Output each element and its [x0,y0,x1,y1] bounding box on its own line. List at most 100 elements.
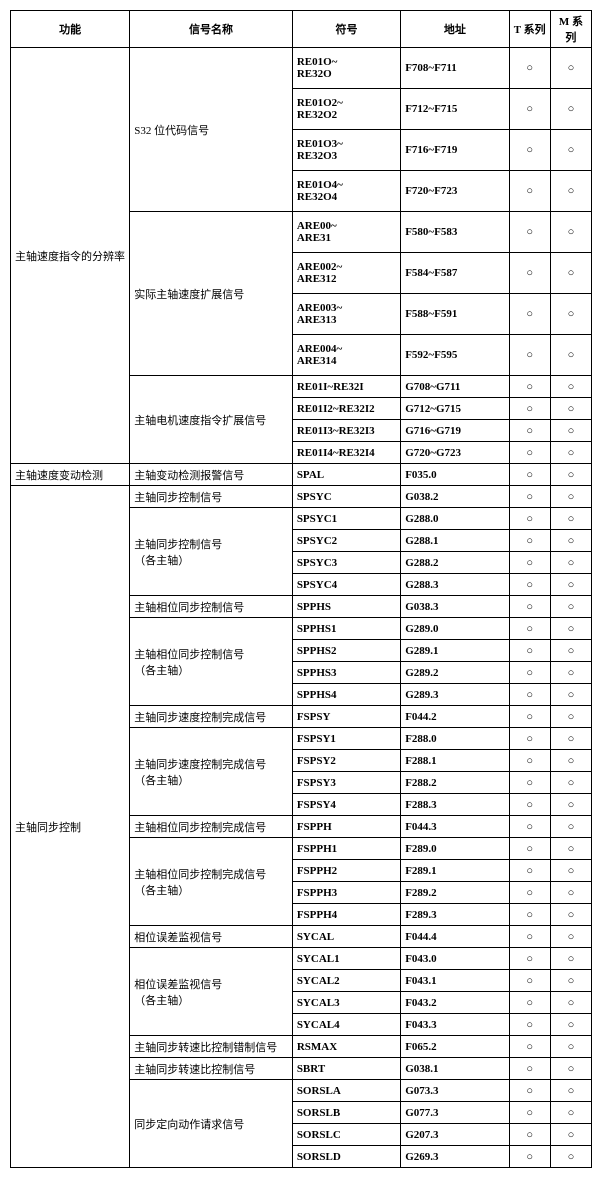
table-cell: RE01I4~RE32I4 [292,442,400,464]
t-mark: ○ [509,1058,550,1080]
table-cell: F288.0 [401,728,509,750]
t-mark: ○ [509,1014,550,1036]
table-cell: F708~F711 [401,48,509,89]
table-cell: G288.3 [401,574,509,596]
t-mark: ○ [509,816,550,838]
m-mark: ○ [550,926,591,948]
table-cell: G073.3 [401,1080,509,1102]
table-cell: SPPHS3 [292,662,400,684]
table-row: 主轴速度指令的分辨率S32 位代码信号RE01O~RE32OF708~F711○… [11,48,592,89]
table-cell: RE01I~RE32I [292,376,400,398]
t-mark: ○ [509,728,550,750]
t-mark: ○ [509,882,550,904]
header-func: 功能 [11,11,130,48]
header-mseries: M 系列 [550,11,591,48]
table-cell: SORSLC [292,1124,400,1146]
m-mark: ○ [550,816,591,838]
table-cell: SPPHS1 [292,618,400,640]
t-mark: ○ [509,640,550,662]
table-cell: G288.0 [401,508,509,530]
table-cell: G288.1 [401,530,509,552]
m-mark: ○ [550,294,591,335]
m-mark: ○ [550,904,591,926]
table-cell: 同步定向动作请求信号 [130,1080,293,1168]
m-mark: ○ [550,574,591,596]
table-cell: 相位误差监视信号 [130,926,293,948]
m-mark: ○ [550,398,591,420]
table-cell: 主轴相位同步控制信号 [130,596,293,618]
table-cell: SORSLB [292,1102,400,1124]
table-cell: SPSYC2 [292,530,400,552]
m-mark: ○ [550,464,591,486]
table-cell: FSPSY2 [292,750,400,772]
m-mark: ○ [550,662,591,684]
t-mark: ○ [509,618,550,640]
m-mark: ○ [550,442,591,464]
table-cell: G712~G715 [401,398,509,420]
t-mark: ○ [509,530,550,552]
table-cell: F043.0 [401,948,509,970]
table-cell: 主轴相位同步控制完成信号 [130,816,293,838]
table-cell: F592~F595 [401,335,509,376]
m-mark: ○ [550,1058,591,1080]
table-cell: SORSLA [292,1080,400,1102]
table-cell: 主轴同步速度控制完成信号（各主轴） [130,728,293,816]
table-cell: F043.1 [401,970,509,992]
table-cell: FSPSY [292,706,400,728]
m-mark: ○ [550,1080,591,1102]
table-cell: 主轴相位同步控制完成信号（各主轴） [130,838,293,926]
table-cell: RE01O3~RE32O3 [292,130,400,171]
m-mark: ○ [550,640,591,662]
table-cell: RE01I3~RE32I3 [292,420,400,442]
t-mark: ○ [509,508,550,530]
m-mark: ○ [550,706,591,728]
t-mark: ○ [509,860,550,882]
m-mark: ○ [550,618,591,640]
table-cell: 主轴同步控制信号 [130,486,293,508]
table-cell: FSPPH2 [292,860,400,882]
t-mark: ○ [509,48,550,89]
m-mark: ○ [550,508,591,530]
m-mark: ○ [550,948,591,970]
table-cell: ARE004~ARE314 [292,335,400,376]
table-cell: S32 位代码信号 [130,48,293,212]
t-mark: ○ [509,171,550,212]
header-row: 功能 信号名称 符号 地址 T 系列 M 系列 [11,11,592,48]
table-cell: SYCAL1 [292,948,400,970]
table-cell: G289.1 [401,640,509,662]
m-mark: ○ [550,1102,591,1124]
table-cell: G289.2 [401,662,509,684]
table-cell: 主轴同步转速比控制信号 [130,1058,293,1080]
m-mark: ○ [550,596,591,618]
m-mark: ○ [550,530,591,552]
header-name: 信号名称 [130,11,293,48]
m-mark: ○ [550,1146,591,1168]
t-mark: ○ [509,574,550,596]
t-mark: ○ [509,838,550,860]
table-cell: F043.2 [401,992,509,1014]
table-cell: SORSLD [292,1146,400,1168]
table-cell: SYCAL [292,926,400,948]
table-cell: G289.0 [401,618,509,640]
t-mark: ○ [509,1080,550,1102]
table-cell: SPSYC4 [292,574,400,596]
table-cell: RE01O~RE32O [292,48,400,89]
t-mark: ○ [509,212,550,253]
m-mark: ○ [550,552,591,574]
m-mark: ○ [550,212,591,253]
header-tseries: T 系列 [509,11,550,48]
table-cell: F289.3 [401,904,509,926]
m-mark: ○ [550,772,591,794]
table-cell: 主轴速度指令的分辨率 [11,48,130,464]
table-cell: F035.0 [401,464,509,486]
table-cell: SPPHS [292,596,400,618]
table-cell: 主轴相位同步控制信号（各主轴） [130,618,293,706]
table-cell: 实际主轴速度扩展信号 [130,212,293,376]
t-mark: ○ [509,442,550,464]
table-cell: FSPPH4 [292,904,400,926]
table-cell: F065.2 [401,1036,509,1058]
table-cell: FSPSY3 [292,772,400,794]
t-mark: ○ [509,89,550,130]
table-cell: F044.3 [401,816,509,838]
table-cell: FSPPH1 [292,838,400,860]
